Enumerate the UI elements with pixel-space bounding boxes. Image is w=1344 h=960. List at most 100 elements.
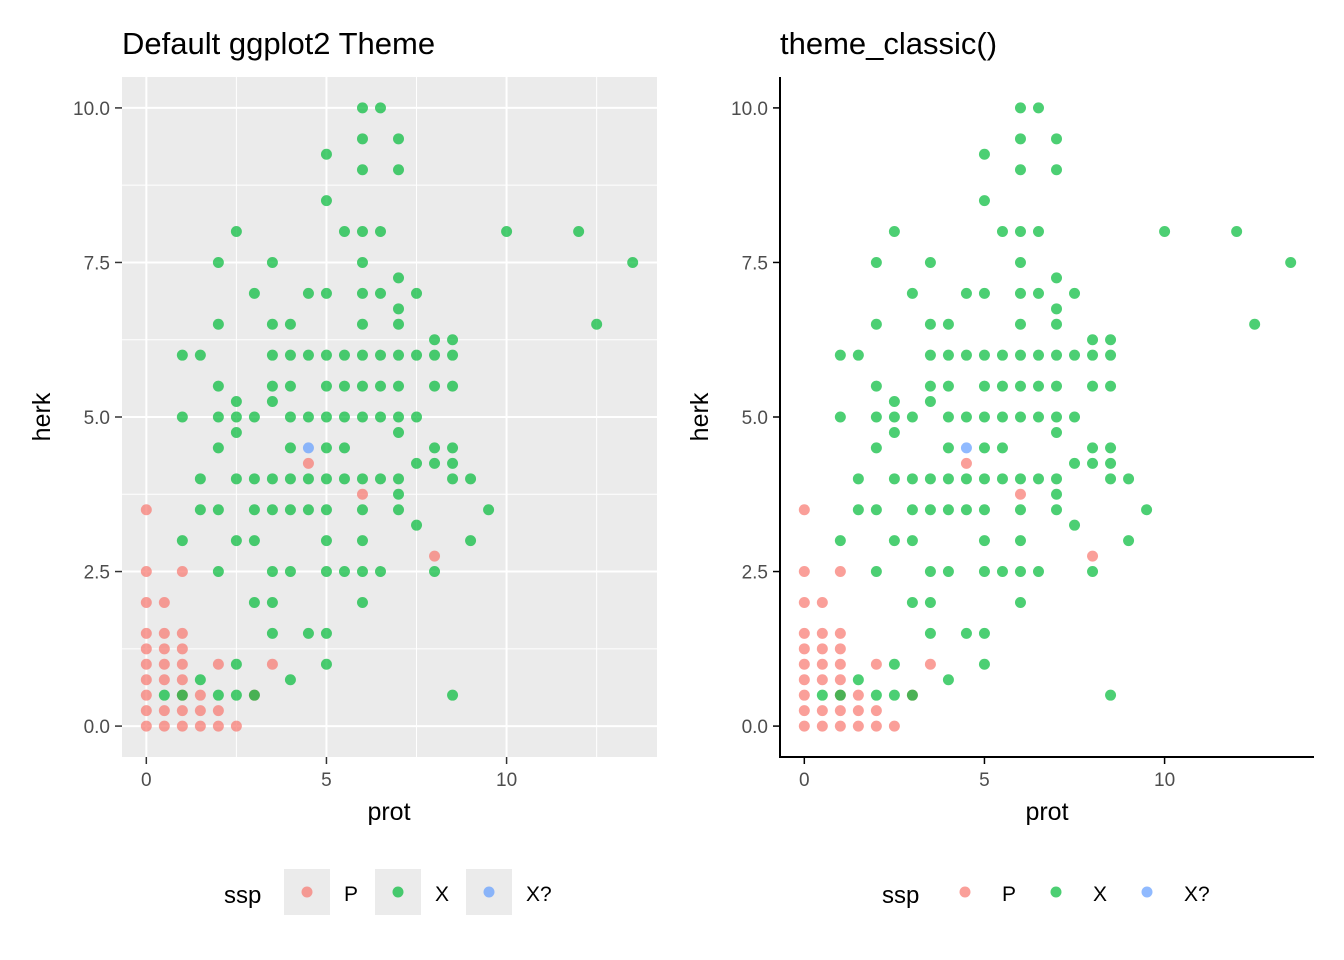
right-point-P-1 [798, 705, 810, 717]
right-point-X-29 [906, 473, 918, 485]
left-point-Xq-0 [302, 442, 314, 454]
left-point-P-23 [176, 627, 188, 639]
right-y-tick-label-3: 7.5 [742, 253, 768, 274]
right-point-P-34 [960, 457, 972, 469]
left-point-X-75 [338, 349, 350, 361]
right-point-X-124 [1105, 473, 1117, 485]
left-point-X-53 [302, 473, 314, 485]
right-point-X-93 [1032, 473, 1044, 485]
left-point-X-33 [266, 596, 278, 608]
left-point-X-11 [212, 504, 224, 516]
left-point-X-108 [393, 303, 405, 315]
left-point-X-128 [447, 349, 459, 361]
right-legend-key-X [1050, 886, 1062, 898]
left-point-X-84 [356, 349, 368, 361]
left-point-X-4 [176, 349, 188, 361]
right-point-X-24 [888, 226, 900, 238]
left-point-X-134 [573, 226, 585, 238]
right-point-X-92 [1032, 566, 1044, 578]
right-point-X-46 [942, 442, 954, 454]
right-point-P-12 [816, 674, 828, 686]
right-point-X-136 [1285, 256, 1297, 268]
left-x-tick-label-2: 10 [496, 770, 517, 791]
left-point-P-29 [212, 705, 224, 717]
right-point-X-6 [852, 504, 864, 516]
right-point-X-32 [924, 627, 936, 639]
right-point-X-125 [1105, 457, 1117, 469]
left-point-X-86 [356, 287, 368, 299]
left-point-X-112 [411, 519, 423, 531]
right-point-X-108 [1051, 303, 1063, 315]
right-point-X-42 [942, 674, 954, 686]
right-point-X-122 [1087, 334, 1099, 346]
left-legend-key-X [392, 886, 404, 898]
right-chart-title: theme_classic() [780, 26, 997, 61]
right-point-X-80 [1014, 504, 1026, 516]
left-point-X-19 [230, 535, 242, 547]
left-legend-label-P: P [344, 883, 358, 906]
right-point-X-28 [906, 504, 918, 516]
left-point-X-35 [266, 504, 278, 516]
left-point-P-24 [176, 566, 188, 578]
right-chart-panel: 0 5 10 0.0 2.5 5.0 7.5 10.0 theme_classic() pro… [686, 26, 1314, 826]
right-axis-ticks: 0 5 10 0.0 2.5 5.0 7.5 10.0 [731, 99, 1175, 791]
left-point-X-71 [338, 473, 350, 485]
left-point-P-31 [230, 720, 242, 732]
right-point-X-40 [924, 318, 936, 330]
right-point-X-17 [888, 689, 900, 701]
left-chart-panel: 0 5 10 0.0 2.5 5.0 7.5 10.0 Default ggplot2 The… [28, 26, 657, 826]
left-point-X-37 [266, 396, 278, 408]
right-point-X-39 [924, 349, 936, 361]
left-point-P-20 [176, 674, 188, 686]
right-point-X-34 [924, 566, 936, 578]
left-point-P-9 [140, 504, 152, 516]
right-x-tick-label-2: 10 [1154, 770, 1175, 791]
right-point-P-5 [798, 643, 810, 655]
right-point-X-10 [870, 566, 882, 578]
right-legend: ssp P X X? [882, 882, 1210, 909]
left-point-X-124 [447, 473, 459, 485]
left-point-X-17 [230, 689, 242, 701]
left-point-P-1 [140, 705, 152, 717]
left-point-X-70 [338, 566, 350, 578]
right-point-X-64 [978, 411, 990, 423]
left-point-X-27 [248, 535, 260, 547]
right-point-P-27 [852, 689, 864, 701]
left-chart-title: Default ggplot2 Theme [122, 26, 435, 61]
right-point-P-14 [816, 643, 828, 655]
left-point-X-31 [248, 287, 260, 299]
right-point-P-0 [798, 720, 810, 732]
left-point-X-44 [284, 504, 296, 516]
left-point-X-40 [266, 318, 278, 330]
right-point-X-133 [1159, 226, 1171, 238]
left-point-X-119 [429, 442, 441, 454]
left-point-X-129 [447, 334, 459, 346]
right-point-X-1 [834, 689, 846, 701]
right-point-X-31 [906, 287, 918, 299]
right-point-X-54 [960, 411, 972, 423]
right-point-P-26 [852, 705, 864, 717]
left-point-X-115 [411, 349, 423, 361]
right-point-P-36 [1087, 550, 1099, 562]
left-point-X-130 [465, 535, 477, 547]
left-point-X-65 [320, 380, 332, 392]
right-x-tick-label-0: 0 [799, 770, 810, 791]
right-point-X-100 [1051, 504, 1063, 516]
left-point-X-117 [429, 566, 441, 578]
left-y-tick-label-2: 5.0 [84, 408, 110, 429]
left-point-P-5 [140, 643, 152, 655]
left-point-X-105 [393, 380, 405, 392]
left-point-X-89 [356, 164, 368, 176]
right-y-tick-label-1: 2.5 [742, 563, 768, 584]
left-axis-ticks: 0 5 10 0.0 2.5 5.0 7.5 10.0 [73, 99, 517, 791]
left-point-X-98 [374, 226, 386, 238]
right-point-P-16 [816, 596, 828, 608]
right-point-X-123 [1105, 689, 1117, 701]
left-x-tick-label-1: 5 [321, 770, 332, 791]
left-point-X-14 [212, 380, 224, 392]
right-point-X-98 [1032, 226, 1044, 238]
right-point-P-22 [834, 643, 846, 655]
left-point-X-45 [284, 473, 296, 485]
right-point-X-52 [960, 504, 972, 516]
